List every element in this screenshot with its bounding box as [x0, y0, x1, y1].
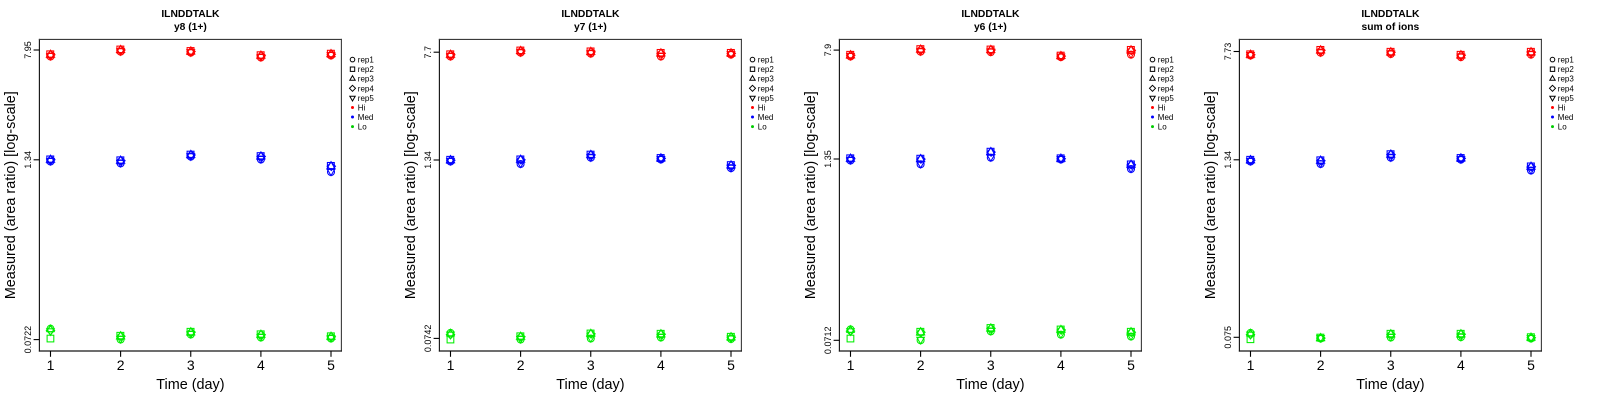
svg-text:rep5: rep5 [758, 94, 775, 103]
svg-text:7.7: 7.7 [423, 46, 433, 59]
svg-text:4: 4 [1457, 357, 1465, 373]
svg-text:rep2: rep2 [1558, 65, 1575, 74]
svg-text:Time (day): Time (day) [556, 377, 624, 393]
svg-text:ILNDDTALK: ILNDDTALK [961, 9, 1020, 20]
svg-text:1.34: 1.34 [1223, 151, 1233, 169]
svg-text:3: 3 [1387, 357, 1395, 373]
svg-text:Time (day): Time (day) [156, 377, 224, 393]
svg-text:rep3: rep3 [358, 75, 375, 84]
svg-text:2: 2 [1317, 357, 1325, 373]
svg-text:rep1: rep1 [1158, 56, 1175, 65]
svg-text:3: 3 [587, 357, 595, 373]
svg-text:2: 2 [917, 357, 925, 373]
svg-text:rep2: rep2 [1158, 65, 1175, 74]
svg-text:Time (day): Time (day) [1356, 377, 1424, 393]
svg-text:rep1: rep1 [758, 56, 775, 65]
svg-text:Hi: Hi [1158, 104, 1166, 113]
svg-text:1.34: 1.34 [23, 151, 33, 169]
svg-text:rep5: rep5 [1158, 94, 1175, 103]
svg-text:rep4: rep4 [1558, 84, 1575, 93]
svg-text:1.34: 1.34 [423, 151, 433, 169]
svg-text:rep2: rep2 [758, 65, 775, 74]
svg-text:0.0742: 0.0742 [423, 325, 433, 353]
svg-text:Lo: Lo [1558, 123, 1567, 132]
svg-text:Med: Med [1158, 113, 1174, 122]
svg-text:Hi: Hi [358, 104, 366, 113]
svg-text:Lo: Lo [358, 123, 367, 132]
svg-text:ILNDDTALK: ILNDDTALK [561, 9, 620, 20]
svg-text:y6 (1+): y6 (1+) [974, 22, 1007, 33]
svg-text:Med: Med [1558, 113, 1574, 122]
svg-text:Measured (area ratio) [log-sca: Measured (area ratio) [log-scale] [1203, 91, 1219, 299]
svg-text:Time (day): Time (day) [956, 377, 1024, 393]
svg-text:Hi: Hi [1558, 104, 1566, 113]
svg-text:5: 5 [727, 357, 735, 373]
svg-text:3: 3 [987, 357, 995, 373]
svg-text:ILNDDTALK: ILNDDTALK [161, 9, 220, 20]
svg-text:rep5: rep5 [358, 94, 375, 103]
svg-text:4: 4 [1057, 357, 1065, 373]
svg-text:1: 1 [847, 357, 855, 373]
svg-text:5: 5 [1527, 357, 1535, 373]
svg-text:Med: Med [758, 113, 774, 122]
svg-text:Measured (area ratio) [log-sca: Measured (area ratio) [log-scale] [403, 91, 419, 299]
svg-text:Lo: Lo [1158, 123, 1167, 132]
svg-text:rep4: rep4 [358, 84, 375, 93]
svg-text:rep3: rep3 [1558, 75, 1575, 84]
svg-text:rep4: rep4 [1158, 84, 1175, 93]
svg-text:7.9: 7.9 [823, 44, 833, 57]
svg-text:rep4: rep4 [758, 84, 775, 93]
svg-text:rep3: rep3 [758, 75, 775, 84]
svg-text:1: 1 [47, 357, 55, 373]
svg-text:y8 (1+): y8 (1+) [174, 22, 207, 33]
svg-text:rep1: rep1 [1558, 56, 1575, 65]
svg-text:rep2: rep2 [358, 65, 375, 74]
svg-text:4: 4 [257, 357, 265, 373]
svg-text:Hi: Hi [758, 104, 766, 113]
svg-text:Measured (area ratio) [log-sca: Measured (area ratio) [log-scale] [3, 91, 19, 299]
svg-text:4: 4 [657, 357, 665, 373]
svg-text:Measured (area ratio) [log-sca: Measured (area ratio) [log-scale] [803, 91, 819, 299]
svg-text:5: 5 [1127, 357, 1135, 373]
svg-text:1: 1 [1247, 357, 1255, 373]
svg-text:1.35: 1.35 [823, 150, 833, 168]
svg-text:1: 1 [447, 357, 455, 373]
svg-text:7.95: 7.95 [23, 41, 33, 59]
svg-text:0.0722: 0.0722 [23, 326, 33, 354]
svg-text:7.73: 7.73 [1223, 43, 1233, 61]
svg-text:ILNDDTALK: ILNDDTALK [1361, 9, 1420, 20]
svg-text:y7 (1+): y7 (1+) [574, 22, 607, 33]
svg-text:2: 2 [117, 357, 125, 373]
svg-text:2: 2 [517, 357, 525, 373]
svg-text:rep1: rep1 [358, 56, 375, 65]
svg-text:rep3: rep3 [1158, 75, 1175, 84]
svg-text:Med: Med [358, 113, 374, 122]
svg-text:0.0712: 0.0712 [823, 327, 833, 355]
svg-text:0.075: 0.075 [1223, 326, 1233, 349]
svg-text:5: 5 [327, 357, 335, 373]
svg-text:Lo: Lo [758, 123, 767, 132]
svg-text:rep5: rep5 [1558, 94, 1575, 103]
svg-text:sum of ions: sum of ions [1362, 22, 1420, 33]
svg-text:3: 3 [187, 357, 195, 373]
